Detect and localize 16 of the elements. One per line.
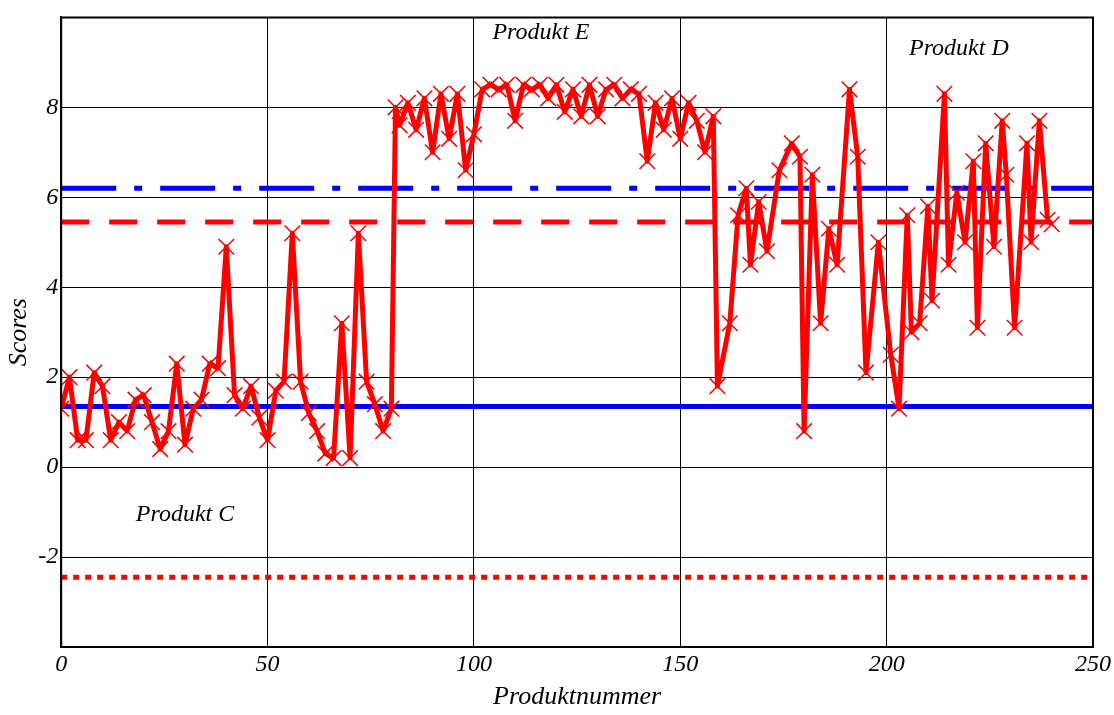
annotation: Produkt C: [134, 500, 236, 527]
x-tick-label: 200: [868, 649, 905, 676]
y-tick-label: 4: [46, 272, 59, 299]
y-tick-label: 2: [46, 362, 59, 389]
x-tick-label: 50: [255, 649, 280, 676]
y-tick-label: -2: [38, 542, 59, 569]
x-tick-label: 250: [1075, 649, 1111, 676]
y-tick-label: 8: [46, 92, 59, 119]
x-tick-label: 150: [662, 649, 699, 676]
x-tick-label: 100: [455, 649, 492, 676]
annotation: Produkt E: [491, 17, 590, 44]
annotation: Produkt D: [907, 34, 1009, 61]
y-axis-title: Scores: [3, 298, 33, 367]
y-tick-label: 0: [46, 452, 59, 479]
x-axis-title: Produktnummer: [492, 681, 662, 711]
y-tick-label: 6: [46, 182, 59, 209]
